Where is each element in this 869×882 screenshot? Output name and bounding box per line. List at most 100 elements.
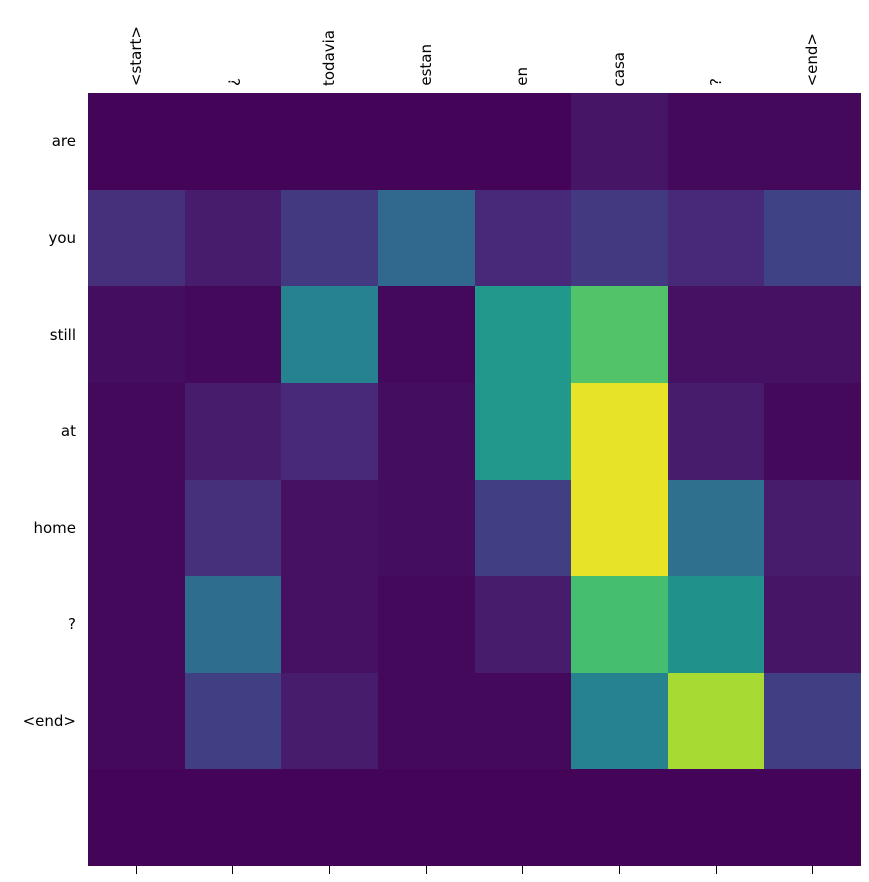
heatmap-cell bbox=[474, 382, 572, 480]
y-tick-label-5: ? bbox=[68, 615, 76, 634]
heatmap-cell bbox=[281, 769, 378, 866]
y-tick-label-7 bbox=[0, 769, 88, 866]
heatmap-cell bbox=[88, 672, 185, 770]
x-tick-label-0: <start> bbox=[88, 0, 185, 93]
x-tick-5 bbox=[571, 866, 668, 882]
x-tick-mark bbox=[522, 866, 524, 874]
y-tick-label-6: <end> bbox=[22, 712, 76, 731]
heatmap-cell bbox=[377, 382, 475, 480]
x-tick-label-3: estan bbox=[378, 0, 475, 93]
heatmap-cell bbox=[571, 672, 668, 770]
heatmap-cell bbox=[571, 769, 668, 866]
heatmap-cell bbox=[88, 286, 185, 383]
heatmap-cell bbox=[377, 286, 475, 383]
x-axis-ticks bbox=[88, 866, 861, 882]
heatmap-cell bbox=[764, 576, 861, 673]
x-tick-mark bbox=[618, 866, 620, 874]
y-tick-label-2: still bbox=[49, 325, 76, 344]
heatmap-cell bbox=[764, 672, 861, 770]
heatmap-cell bbox=[88, 93, 185, 190]
heatmap-cell bbox=[667, 286, 765, 383]
y-axis-labels: are you still at home? <end> bbox=[0, 93, 88, 866]
x-tick-mark bbox=[812, 866, 814, 874]
x-tick-mark bbox=[715, 866, 717, 874]
heatmap-cell bbox=[377, 769, 475, 866]
heatmap-cell bbox=[571, 382, 668, 480]
heatmap-cell bbox=[474, 576, 572, 673]
heatmap-cell bbox=[571, 189, 668, 287]
heatmap-cell bbox=[281, 479, 378, 577]
heatmap-cell bbox=[88, 189, 185, 287]
x-axis-labels: <start> ¿ todavia estan en casa? <end> bbox=[88, 0, 861, 93]
heatmap-cell bbox=[571, 286, 668, 383]
heatmap-cell bbox=[281, 189, 378, 287]
heatmap-cell bbox=[667, 479, 765, 577]
heatmap-cell bbox=[377, 93, 475, 190]
heatmap-cell bbox=[184, 672, 282, 770]
heatmap-cell bbox=[474, 286, 572, 383]
heatmap-cell bbox=[764, 479, 861, 577]
x-tick-0 bbox=[88, 866, 185, 882]
heatmap-cell bbox=[88, 576, 185, 673]
heatmap-cell bbox=[184, 576, 282, 673]
x-tick-label-5: casa bbox=[571, 0, 668, 93]
x-tick-3 bbox=[378, 866, 475, 882]
x-tick-label-4: en bbox=[475, 0, 572, 93]
x-tick-label-text: todavia bbox=[320, 29, 339, 86]
x-tick-6 bbox=[668, 866, 765, 882]
heatmap-cell bbox=[88, 769, 185, 866]
x-tick-label-6: ? bbox=[668, 0, 765, 93]
heatmap-cell bbox=[88, 479, 185, 577]
x-tick-label-text: <end> bbox=[803, 32, 822, 86]
heatmap-cell bbox=[184, 382, 282, 480]
x-tick-mark bbox=[425, 866, 427, 874]
x-tick-label-1: ¿ bbox=[185, 0, 282, 93]
heatmap-cell bbox=[281, 93, 378, 190]
heatmap-cell bbox=[474, 189, 572, 287]
heatmap-cell bbox=[667, 93, 765, 190]
x-tick-mark bbox=[329, 866, 331, 874]
heatmap-cell bbox=[88, 382, 185, 480]
x-tick-label-text: <start> bbox=[126, 25, 145, 86]
x-tick-7 bbox=[764, 866, 861, 882]
heatmap-cell bbox=[474, 672, 572, 770]
heatmap-cell bbox=[667, 189, 765, 287]
heatmap-cell bbox=[184, 769, 282, 866]
heatmap-cell bbox=[377, 672, 475, 770]
figure-corner-spacer bbox=[0, 0, 88, 93]
heatmap-cell bbox=[184, 479, 282, 577]
x-tick-mark bbox=[135, 866, 137, 874]
heatmap-cell bbox=[184, 93, 282, 190]
x-tick-label-text: casa bbox=[609, 51, 628, 86]
y-tick-label-4: home bbox=[33, 518, 76, 537]
heatmap-cell bbox=[377, 576, 475, 673]
x-tick-1 bbox=[185, 866, 282, 882]
heatmap-cell bbox=[764, 382, 861, 480]
heatmap-cell bbox=[667, 769, 765, 866]
x-tick-label-text: ¿ bbox=[223, 78, 242, 86]
heatmap-cell bbox=[281, 576, 378, 673]
heatmap-cell bbox=[377, 479, 475, 577]
heatmap-cell bbox=[281, 286, 378, 383]
heatmap-cell bbox=[571, 93, 668, 190]
x-tick-2 bbox=[281, 866, 378, 882]
heatmap-cell bbox=[764, 93, 861, 190]
heatmap-cell bbox=[764, 769, 861, 866]
heatmap-cell bbox=[667, 576, 765, 673]
heatmap-cell bbox=[184, 286, 282, 383]
x-tick-label-text: estan bbox=[416, 44, 435, 86]
heatmap-cell bbox=[377, 189, 475, 287]
heatmap-cell bbox=[281, 382, 378, 480]
x-tick-label-7: <end> bbox=[764, 0, 861, 93]
heatmap-cell bbox=[474, 769, 572, 866]
heatmap-cell bbox=[571, 479, 668, 577]
heatmap-cell bbox=[474, 479, 572, 577]
heatmap-cell bbox=[571, 576, 668, 673]
x-tick-label-text: en bbox=[513, 67, 532, 86]
heatmap-cell bbox=[667, 382, 765, 480]
heatmap-cell bbox=[474, 93, 572, 190]
heatmap-cell bbox=[184, 189, 282, 287]
x-tick-label-text: ? bbox=[706, 78, 725, 86]
x-tick-mark bbox=[232, 866, 234, 874]
